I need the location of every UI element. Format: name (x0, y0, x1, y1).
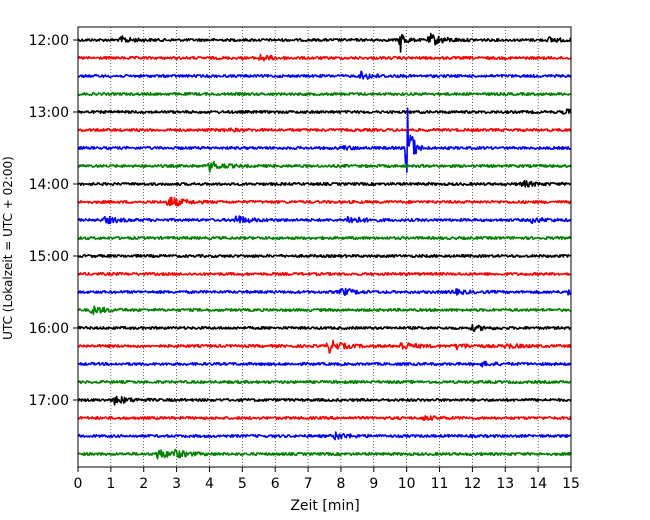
trace-line (77, 108, 572, 115)
trace-line (77, 235, 572, 241)
x-tick-label: 8 (336, 476, 345, 492)
vertical-grid-lines (110, 27, 539, 467)
trace-line (77, 448, 572, 460)
x-tick-label: 15 (562, 476, 580, 492)
trace-line (77, 32, 572, 53)
y-axis-label: UTC (Lokalzeit = UTC + 02:00) (1, 156, 15, 340)
x-tick-label: 3 (172, 476, 181, 492)
x-tick-label: 7 (304, 476, 313, 492)
trace-line (77, 360, 572, 368)
x-tick-label: 11 (431, 476, 449, 492)
trace-line (77, 196, 572, 207)
trace-line (77, 431, 572, 441)
trace-line (77, 379, 572, 385)
y-tick-label: 15:00 (29, 249, 69, 265)
x-tick-label: 12 (463, 476, 481, 492)
trace-line (77, 215, 572, 225)
x-tick-label: 9 (369, 476, 378, 492)
trace-line (77, 53, 572, 62)
x-tick-label: 5 (238, 476, 247, 492)
y-tick-label: 12:00 (29, 33, 69, 49)
x-tick-label: 14 (529, 476, 547, 492)
y-axis-ticks: 12:00 13:00 14:00 15:00 16:00 17:00 (29, 33, 78, 409)
trace-line (77, 160, 572, 173)
trace-line (77, 415, 572, 422)
trace-line (77, 323, 572, 332)
x-tick-label: 1 (106, 476, 115, 492)
y-tick-label: 17:00 (29, 393, 69, 409)
trace-line (77, 107, 572, 173)
trace-line (77, 91, 572, 97)
trace-line (77, 339, 572, 354)
trace-line (77, 253, 572, 259)
trace-line (77, 127, 572, 133)
x-tick-label: 4 (205, 476, 214, 492)
y-tick-label: 13:00 (29, 105, 69, 121)
x-axis-label: Zeit [min] (290, 498, 359, 514)
trace-line (77, 271, 572, 277)
trace-line (77, 305, 572, 316)
x-tick-label: 10 (398, 476, 416, 492)
x-tick-label: 0 (74, 476, 83, 492)
y-tick-label: 14:00 (29, 177, 69, 193)
plot-frame (77, 26, 572, 468)
trace-line (77, 395, 572, 406)
y-tick-label: 16:00 (29, 321, 69, 337)
x-axis-ticks: 0 1 2 3 4 5 6 7 8 9 10 11 12 13 14 15 (74, 467, 580, 492)
trace-line (77, 179, 572, 188)
x-tick-label: 6 (271, 476, 280, 492)
x-tick-label: 13 (496, 476, 514, 492)
seismogram-traces (77, 32, 572, 460)
x-tick-label: 2 (139, 476, 148, 492)
trace-line (77, 70, 572, 80)
trace-line (77, 287, 572, 297)
